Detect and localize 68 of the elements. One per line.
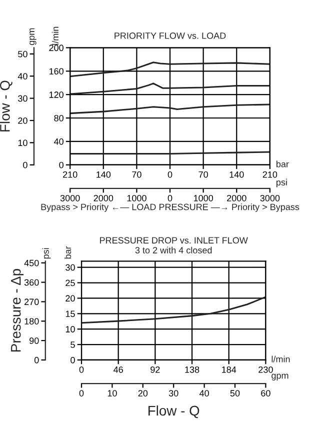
y2-tick-label: 90	[30, 338, 39, 344]
y-tick-label: 80	[54, 114, 64, 122]
x-tick-label: 70	[132, 171, 142, 178]
x-tick-label: 46	[114, 366, 123, 373]
x2-tick-label: 30	[168, 390, 178, 396]
y-tick-label: 0	[70, 356, 75, 364]
x-tick-label: 184	[222, 366, 236, 373]
y-axis-title: l/min	[52, 26, 59, 45]
y-tick-label: 5	[70, 342, 75, 348]
x-tick-label: 0	[168, 171, 172, 178]
x2-tick-label: 40	[199, 390, 209, 396]
y-tick-label: 40	[54, 138, 64, 145]
y-tick-label: 10	[66, 326, 75, 332]
y-tick-label: 25	[66, 280, 75, 286]
y-tick-label: 15	[66, 310, 75, 318]
y2-tick-label: 50	[18, 50, 28, 58]
y2-tick-label: 0	[23, 162, 28, 168]
x-tick-label: 230	[258, 366, 273, 373]
x-axis-title: bar	[276, 160, 289, 168]
x2-tick-label: 1000	[194, 194, 214, 202]
x2-tick-label: 10	[108, 390, 117, 396]
y2-tick-label: 30	[18, 95, 28, 102]
y2-axis-title: gpm	[30, 28, 36, 45]
x-tick-label: 210	[63, 171, 78, 178]
y2-axis-title: psi	[42, 248, 51, 259]
x2-tick-label: 20	[138, 390, 148, 396]
x2-tick-label: 60	[261, 390, 270, 396]
y2-tick-label: 0	[34, 356, 39, 364]
line-series	[70, 104, 270, 114]
x-tick-label: 138	[185, 366, 200, 373]
y2-tick-label: 270	[24, 298, 39, 306]
x2-axis-title: gpm	[272, 374, 288, 380]
text: Bypass > Priority ←— LOAD PRESSURE —→ Priority > Bypass	[41, 204, 300, 212]
x2-tick-label: 3000	[260, 194, 280, 202]
chart-title: PRESSURE DROP vs. INLET FLOW	[100, 237, 248, 244]
y2-tick-label: 360	[24, 279, 39, 286]
x-tick-label: 140	[230, 171, 244, 178]
x-tick-label: 70	[198, 171, 208, 178]
text: Flow - Q	[148, 405, 200, 418]
y-tick-label: 200	[49, 44, 64, 52]
y2-tick-label: 40	[18, 73, 28, 80]
x2-tick-label: 0	[168, 194, 172, 202]
y-tick-label: 20	[66, 295, 75, 302]
x-tick-label: 92	[150, 366, 160, 373]
x2-tick-label: 2000	[227, 194, 246, 202]
chart-title: PRIORITY FLOW vs. LOAD	[114, 32, 226, 39]
x-tick-label: 0	[79, 366, 84, 373]
y2-tick-label: 10	[18, 140, 28, 146]
y-tick-label: 160	[49, 68, 64, 74]
x2-tick-label: 1000	[127, 194, 146, 202]
y-tick-label: 30	[66, 264, 75, 271]
x-axis-title: l/min	[272, 356, 290, 362]
y2-tick-label: 20	[18, 117, 28, 124]
y2-tick-label: 180	[24, 318, 39, 324]
x-tick-label: 140	[96, 171, 111, 178]
chart-subtitle: 3 to 2 with 4 closed	[135, 246, 212, 254]
y-tick-label: 0	[59, 162, 64, 168]
y-tick-label: 120	[49, 92, 64, 98]
y-axis-title: bar	[64, 246, 72, 259]
x2-tick-label: 0	[79, 390, 84, 396]
text: Flow - Q	[0, 80, 12, 132]
y2-tick-label: 450	[24, 260, 39, 266]
x2-tick-label: 2000	[94, 194, 114, 202]
x2-tick-label: 50	[230, 390, 240, 396]
x-tick-label: 210	[262, 171, 278, 178]
x2-axis-title: psi	[276, 178, 287, 188]
text: Pressure - Δp	[11, 269, 24, 352]
x2-tick-label: 3000	[60, 194, 80, 202]
